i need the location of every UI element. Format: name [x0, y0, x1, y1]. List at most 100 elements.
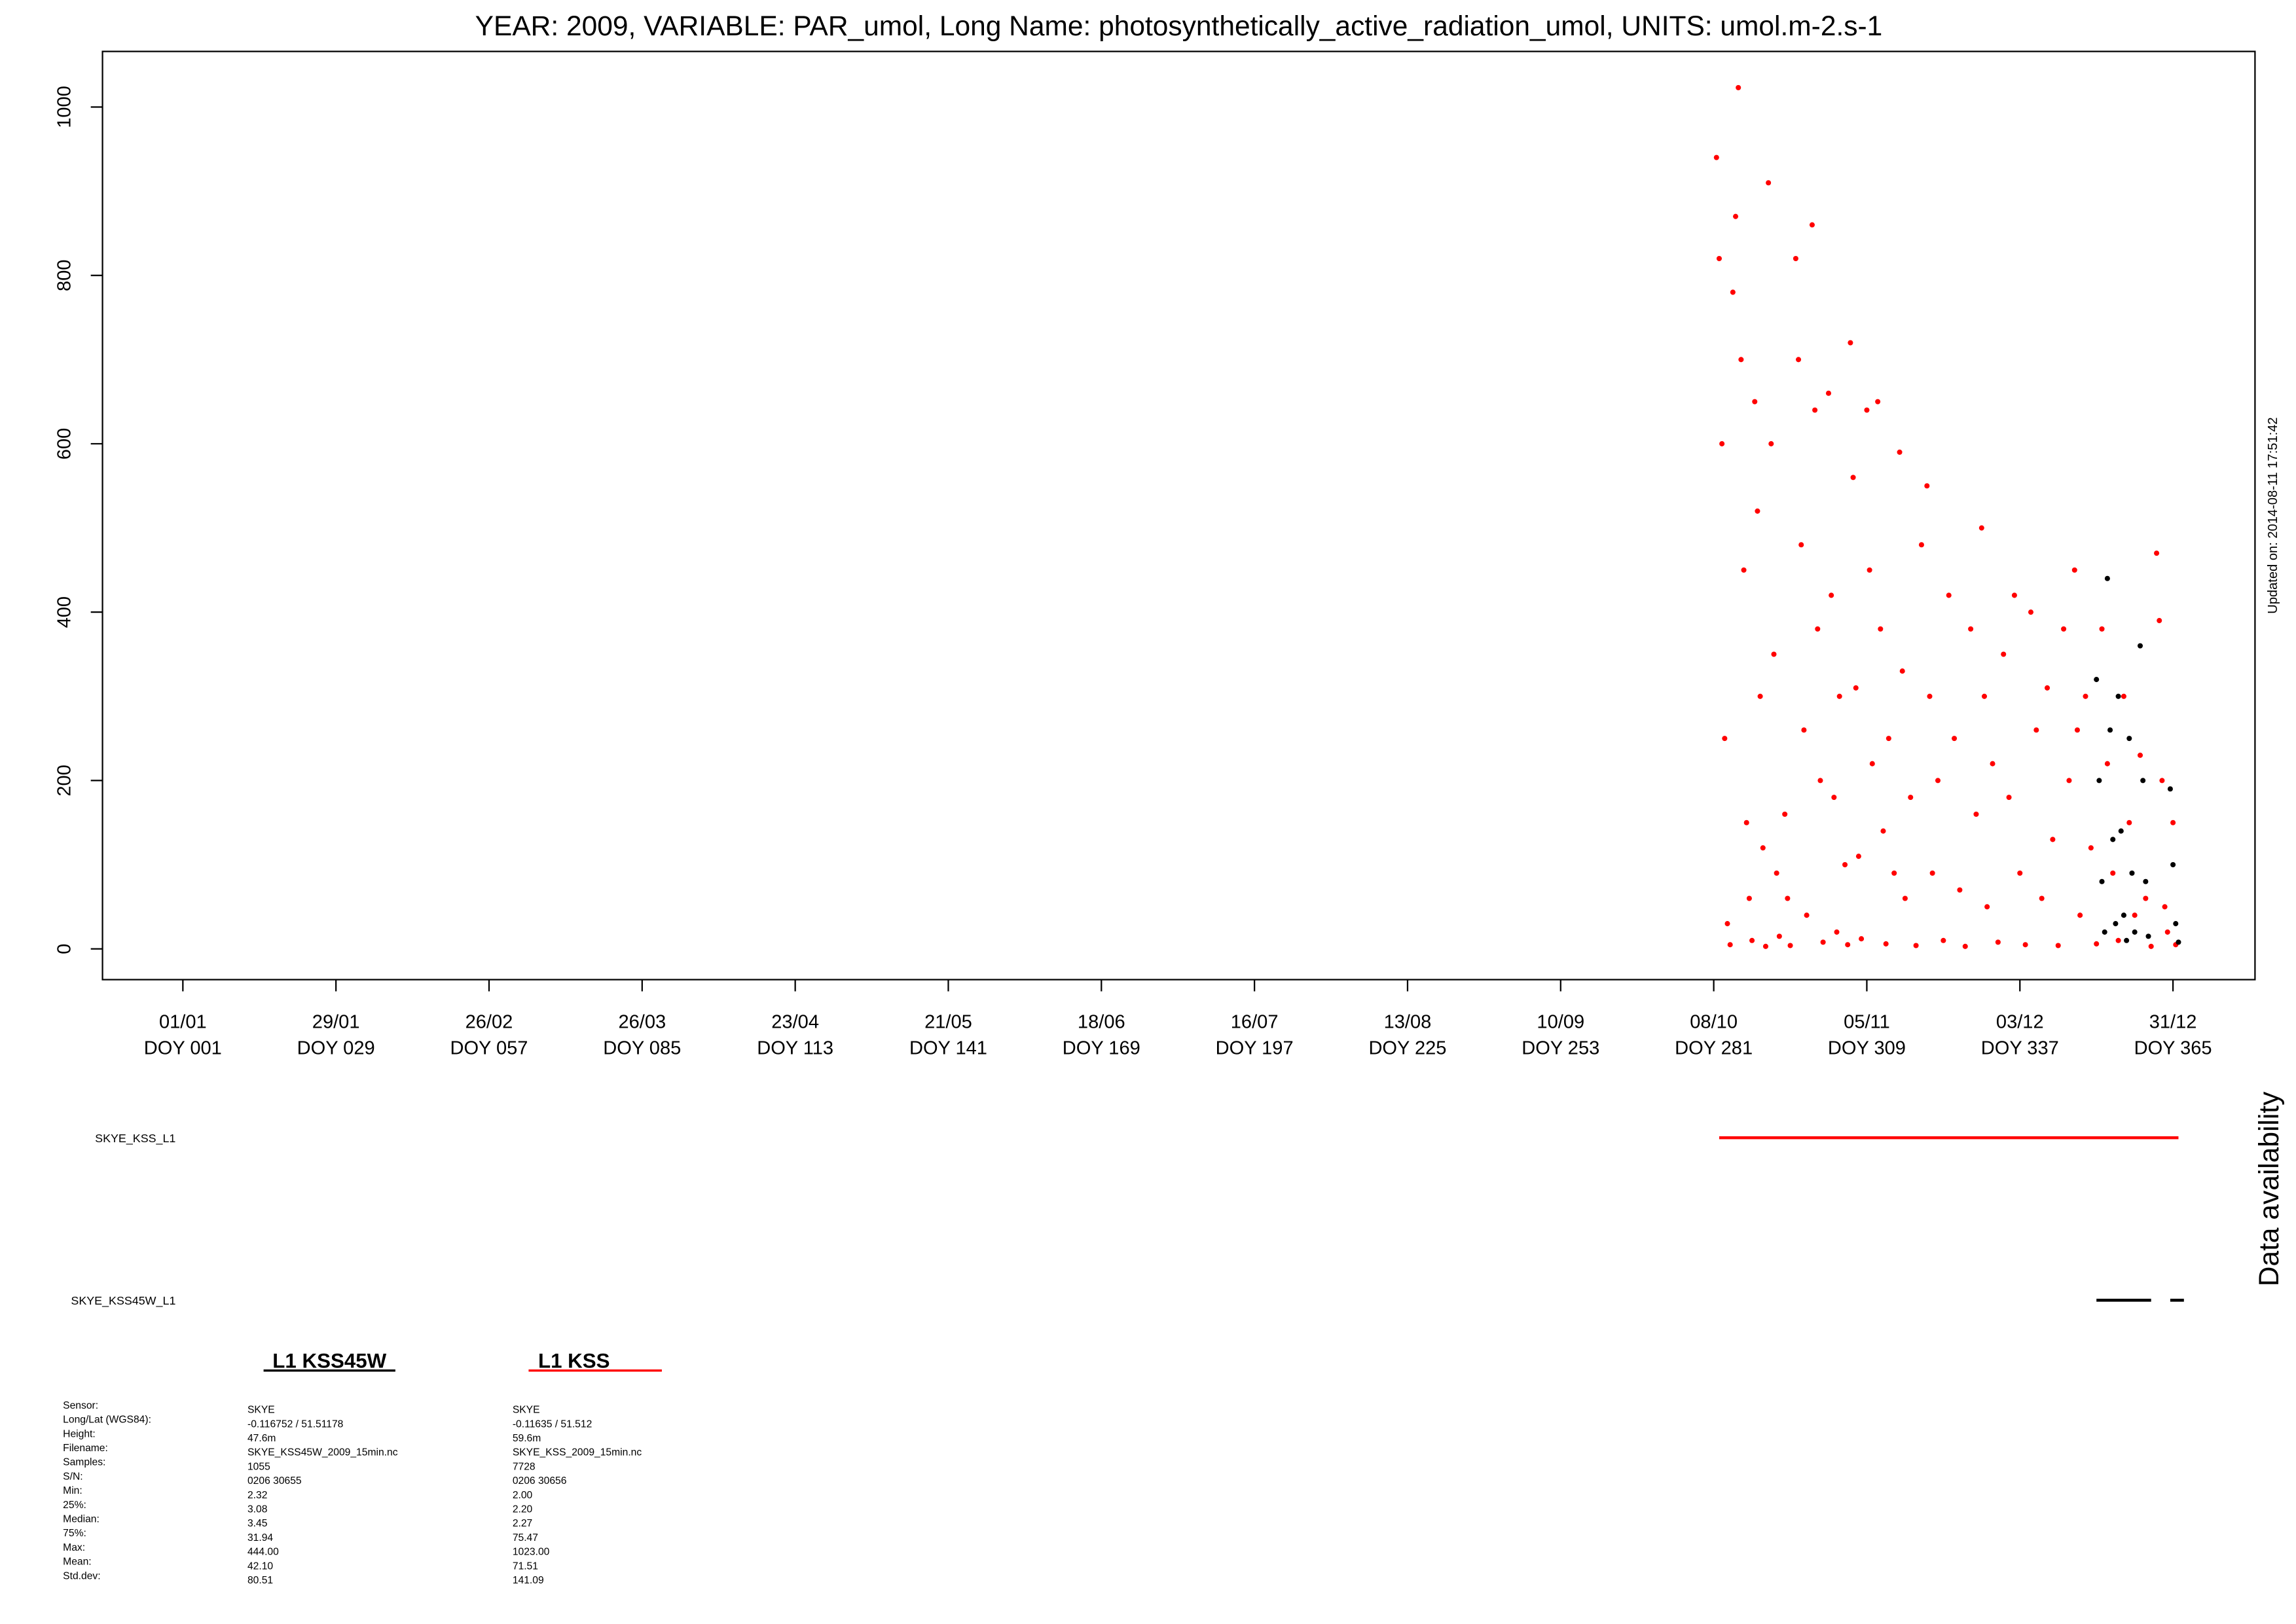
point — [2110, 837, 2116, 842]
stat-value: 2.32 — [247, 1490, 267, 1501]
availability-label: SKYE_KSS_L1 — [95, 1132, 175, 1146]
point — [1880, 828, 1886, 834]
stat-value: 2.27 — [513, 1518, 532, 1529]
point — [1850, 475, 1856, 480]
stat-label: Max: — [63, 1542, 85, 1553]
point — [2083, 693, 2088, 699]
point — [2115, 693, 2121, 699]
point — [1757, 693, 1763, 699]
point — [1845, 942, 1851, 948]
point — [1812, 407, 1818, 413]
stat-label: Mean: — [63, 1557, 91, 1568]
point — [1984, 904, 1990, 910]
point — [1918, 542, 1924, 548]
point — [2074, 727, 2080, 733]
point — [1869, 761, 1875, 767]
point — [2126, 820, 2132, 825]
point — [1897, 449, 1903, 455]
x-tick-sublabel: DOY 169 — [1063, 1038, 1140, 1059]
stat-value: 2.20 — [513, 1504, 533, 1515]
point — [1864, 407, 1870, 413]
x-tick-label: 01/01 — [159, 1011, 207, 1032]
point — [1834, 929, 1840, 935]
point — [2066, 778, 2072, 784]
stat-value: 141.09 — [513, 1575, 544, 1586]
point — [2137, 643, 2143, 649]
point — [2154, 550, 2160, 556]
point — [1798, 542, 1804, 548]
point — [2129, 870, 2135, 876]
x-tick-label: 21/05 — [924, 1011, 972, 1032]
point — [1766, 180, 1772, 186]
point — [1762, 943, 1768, 949]
point — [2145, 933, 2151, 939]
point — [2148, 943, 2154, 949]
stat-value: SKYE_KSS_2009_15min.nc — [513, 1447, 642, 1458]
point — [2104, 575, 2110, 581]
point — [2017, 870, 2023, 876]
point — [1719, 441, 1725, 446]
stat-label: Median: — [63, 1513, 100, 1525]
stat-value: 1055 — [247, 1461, 270, 1472]
x-tick-label: 16/07 — [1231, 1011, 1279, 1032]
point — [1952, 736, 1958, 742]
point — [1924, 483, 1930, 489]
x-tick-label: 18/06 — [1078, 1011, 1125, 1032]
point — [2077, 912, 2083, 918]
point — [1749, 937, 1755, 943]
point — [2118, 828, 2124, 834]
stat-label: Height: — [63, 1428, 96, 1439]
point — [2132, 929, 2138, 935]
stat-value: SKYE — [247, 1405, 275, 1416]
point — [1981, 693, 1988, 699]
x-tick-label: 03/12 — [1996, 1011, 2044, 1032]
point — [1809, 222, 1815, 228]
point — [1855, 854, 1861, 859]
point — [1752, 399, 1758, 405]
y-tick-label: 800 — [54, 259, 75, 291]
point — [1962, 943, 1968, 949]
stat-value: 2.00 — [513, 1490, 533, 1501]
point — [2094, 677, 2100, 683]
stat-value: 59.6m — [513, 1433, 541, 1444]
stat-value: 47.6m — [247, 1433, 276, 1444]
point — [1732, 213, 1739, 219]
x-tick-label: 10/09 — [1537, 1011, 1584, 1032]
point — [1853, 685, 1859, 691]
y-tick-label: 0 — [54, 944, 75, 954]
x-tick-sublabel: DOY 253 — [1522, 1038, 1599, 1059]
point — [2126, 736, 2132, 742]
point — [2011, 592, 2017, 598]
point — [2115, 937, 2121, 943]
point — [1867, 567, 1872, 573]
point — [1760, 845, 1766, 851]
point — [2110, 870, 2116, 876]
stat-column-title: L1 KSS45W — [272, 1349, 386, 1372]
point — [1771, 651, 1777, 657]
point — [2088, 845, 2094, 851]
point — [1801, 727, 1807, 733]
point — [1817, 778, 1823, 784]
point — [1743, 820, 1749, 825]
x-tick-sublabel: DOY 001 — [144, 1038, 222, 1059]
point — [1883, 941, 1889, 947]
point — [2164, 929, 2170, 935]
point — [1782, 811, 1788, 817]
point — [2033, 727, 2039, 733]
point — [1875, 399, 1881, 405]
x-tick-label: 05/11 — [1844, 1011, 1890, 1032]
stat-value: 80.51 — [247, 1575, 273, 1586]
x-tick-label: 31/12 — [2149, 1011, 2197, 1032]
stat-value: 3.45 — [247, 1518, 268, 1529]
point — [2001, 651, 2007, 657]
point — [1804, 912, 1810, 918]
point — [2096, 778, 2102, 784]
point — [1741, 567, 1747, 573]
point — [1730, 289, 1736, 295]
point — [2104, 761, 2110, 767]
x-tick-sublabel: DOY 197 — [1216, 1038, 1294, 1059]
point — [2121, 693, 2126, 699]
point — [2167, 786, 2173, 792]
point — [1913, 943, 1919, 948]
point — [1716, 255, 1722, 262]
